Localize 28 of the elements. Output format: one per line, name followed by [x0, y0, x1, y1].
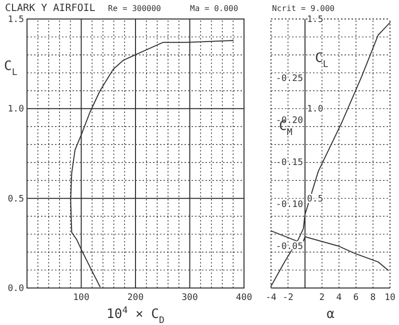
- x-tick-label: 10: [384, 293, 396, 303]
- y-axis-title: C$_{L}$: [315, 51, 329, 70]
- y-tick-label: 1.5: [8, 15, 24, 25]
- x-axis-title: α: [326, 307, 335, 322]
- x-tick-label: -4: [266, 293, 276, 303]
- x-tick-label: 200: [127, 293, 144, 303]
- y-tick-label: 0.0: [8, 284, 24, 294]
- x-tick-label: 6: [353, 293, 359, 303]
- x-axis-title: 10$^{4}$ × C$_{D}$: [106, 306, 164, 325]
- y2-tick-label: -0.15: [276, 158, 303, 168]
- x-tick-label: -2: [282, 293, 294, 303]
- x-tick-label: 8: [370, 293, 376, 303]
- y2-tick-label: -0.25: [276, 74, 303, 84]
- text: Ma = 0.000: [190, 4, 238, 13]
- y2-tick-label: -0.10: [276, 200, 303, 210]
- y-tick-label: 1.0: [8, 104, 24, 115]
- text: Ncrit = 9.000: [272, 4, 335, 13]
- x-tick-label: 400: [236, 293, 252, 303]
- x-tick-label: 100: [73, 293, 90, 303]
- y-tick-label: 1.5: [307, 15, 324, 25]
- y-tick-label: 1.0: [307, 104, 324, 115]
- text: Re = 300000: [108, 4, 162, 13]
- y-axis-title: C$_{L}$: [4, 59, 18, 78]
- x-tick-label: 300: [182, 293, 198, 303]
- x-tick-label: 2: [319, 293, 325, 303]
- chart-title: CLARK Y AIRFOIL: [5, 3, 96, 14]
- y-tick-label: 0.5: [8, 194, 24, 204]
- x-tick-label: 4: [336, 293, 342, 303]
